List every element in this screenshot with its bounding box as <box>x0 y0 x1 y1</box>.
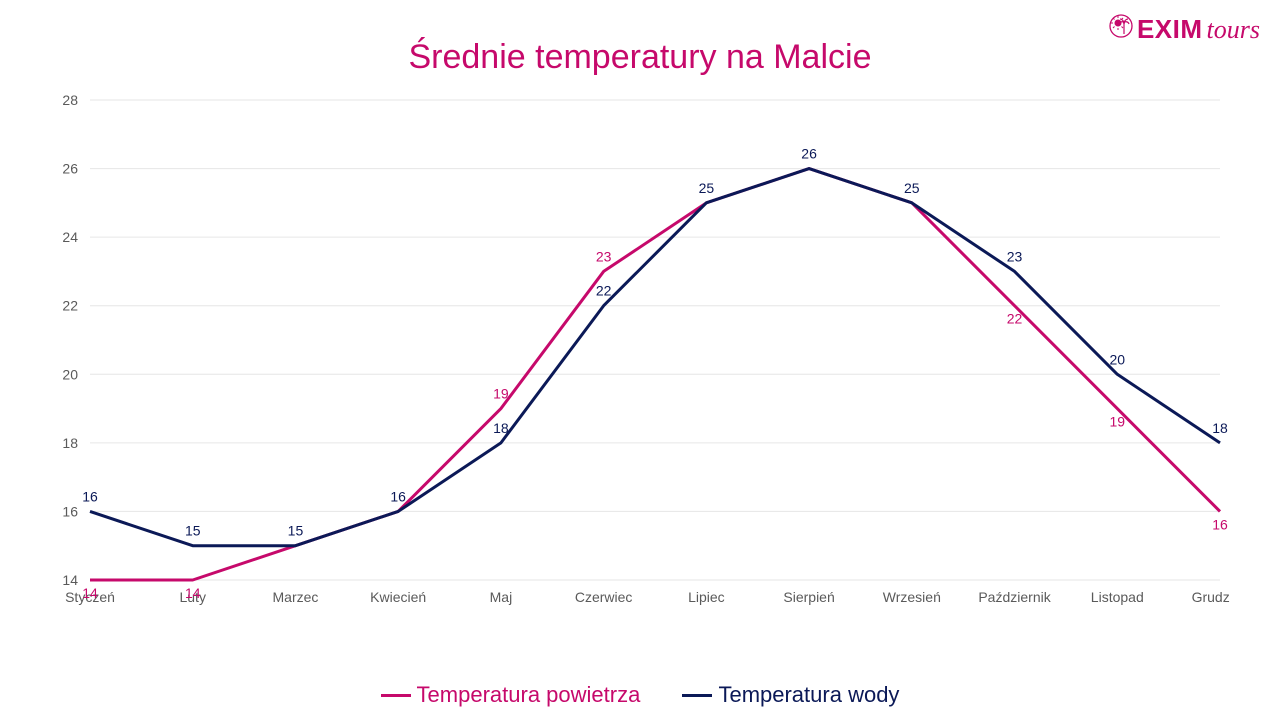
svg-text:18: 18 <box>493 420 509 436</box>
svg-text:24: 24 <box>62 229 78 245</box>
legend-swatch-water <box>682 694 712 697</box>
svg-text:14: 14 <box>62 572 78 588</box>
svg-text:Listopad: Listopad <box>1091 589 1144 605</box>
svg-text:16: 16 <box>1212 516 1228 532</box>
svg-text:28: 28 <box>62 92 78 108</box>
svg-text:16: 16 <box>62 503 78 519</box>
svg-text:23: 23 <box>1007 248 1023 264</box>
svg-text:19: 19 <box>1109 414 1125 430</box>
svg-text:18: 18 <box>62 435 78 451</box>
brand-name-bold: EXIM <box>1137 14 1203 45</box>
svg-text:18: 18 <box>1212 420 1228 436</box>
svg-text:26: 26 <box>801 146 817 162</box>
legend-item-water: Temperatura wody <box>682 682 899 708</box>
palm-sun-icon <box>1109 14 1133 38</box>
svg-text:Lipiec: Lipiec <box>688 589 725 605</box>
svg-text:14: 14 <box>185 585 201 601</box>
svg-text:23: 23 <box>596 248 612 264</box>
chart-container: EXIMtours Średnie temperatury na Malcie … <box>0 0 1280 720</box>
svg-text:22: 22 <box>596 283 612 299</box>
svg-text:Wrzesień: Wrzesień <box>883 589 941 605</box>
svg-text:20: 20 <box>1109 351 1125 367</box>
svg-text:16: 16 <box>82 488 98 504</box>
svg-text:15: 15 <box>288 523 304 539</box>
legend-label-water: Temperatura wody <box>718 682 899 708</box>
line-chart-svg: 1416182022242628StyczeńLutyMarzecKwiecie… <box>30 90 1230 650</box>
svg-text:Kwiecień: Kwiecień <box>370 589 426 605</box>
svg-text:22: 22 <box>62 298 78 314</box>
chart-legend: Temperatura powietrza Temperatura wody <box>0 677 1280 709</box>
svg-text:Październik: Październik <box>978 589 1051 605</box>
svg-text:19: 19 <box>493 386 509 402</box>
legend-swatch-air <box>381 694 411 697</box>
svg-text:25: 25 <box>904 180 920 196</box>
legend-label-air: Temperatura powietrza <box>417 682 641 708</box>
svg-text:Sierpień: Sierpień <box>783 589 834 605</box>
brand-name-script: tours <box>1207 15 1260 45</box>
svg-text:25: 25 <box>699 180 715 196</box>
svg-text:14: 14 <box>82 585 98 601</box>
chart-title: Średnie temperatury na Malcie <box>0 0 1280 77</box>
svg-text:Grudzień: Grudzień <box>1192 589 1230 605</box>
brand-logo: EXIMtours <box>1109 14 1260 45</box>
svg-text:15: 15 <box>185 523 201 539</box>
svg-text:16: 16 <box>390 488 406 504</box>
legend-item-air: Temperatura powietrza <box>381 682 641 708</box>
svg-text:Maj: Maj <box>490 589 513 605</box>
svg-text:20: 20 <box>62 366 78 382</box>
svg-text:22: 22 <box>1007 311 1023 327</box>
svg-text:Czerwiec: Czerwiec <box>575 589 633 605</box>
svg-text:26: 26 <box>62 161 78 177</box>
chart-area: 1416182022242628StyczeńLutyMarzecKwiecie… <box>30 90 1230 650</box>
svg-text:Marzec: Marzec <box>273 589 319 605</box>
